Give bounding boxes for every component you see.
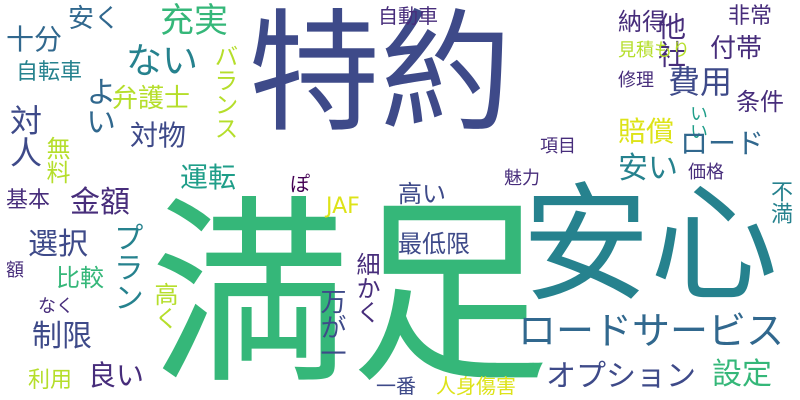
word-koumoku: 項目 bbox=[540, 136, 576, 157]
word-yasuku: 安く bbox=[68, 4, 121, 34]
word-jidousha: 自動車 bbox=[378, 4, 438, 28]
word-kingaku: 金額 bbox=[70, 185, 130, 220]
word-riyou: 利用 bbox=[28, 368, 73, 393]
word-bengoshi: 弁護士 bbox=[112, 84, 191, 114]
word-mitsumori: 見積もり bbox=[618, 40, 690, 61]
word-saiteigen: 最低限 bbox=[398, 230, 470, 258]
word-takai: 高い bbox=[398, 180, 446, 208]
word-yoi-2: 良い bbox=[88, 359, 145, 392]
word-shuuri: 修理 bbox=[618, 70, 654, 91]
word-road: ロード bbox=[680, 127, 765, 160]
word-baishou: 賠償 bbox=[618, 115, 675, 148]
word-settei: 設定 bbox=[712, 357, 772, 392]
word-plan: プラン bbox=[108, 222, 143, 312]
word-naku: なく bbox=[38, 296, 74, 317]
word-yoi: よい bbox=[80, 76, 115, 136]
word-futai: 付帯 bbox=[710, 34, 763, 64]
word-hiyou: 費用 bbox=[668, 63, 733, 101]
word-muryou: 無料 bbox=[42, 136, 70, 184]
word-road-service: ロードサービス bbox=[518, 309, 785, 353]
word-miryoku: 魅力 bbox=[504, 168, 540, 189]
word-jitensha: 自転車 bbox=[16, 60, 83, 85]
word-jaf: JAF bbox=[326, 194, 360, 219]
word-tokuyaku: 特約 bbox=[248, 0, 512, 151]
word-juubun: 十分 bbox=[6, 23, 63, 56]
word-taibutsu: 対物 bbox=[130, 119, 187, 152]
word-nattoku: 納得 bbox=[618, 8, 666, 36]
word-nai: ない bbox=[126, 41, 199, 82]
word-mangaichi: 万が一 bbox=[316, 288, 346, 366]
word-anshin: 安心 bbox=[522, 171, 779, 320]
word-sentaku: 選択 bbox=[28, 227, 88, 262]
word-balance: バランス bbox=[210, 44, 238, 140]
word-juujitsu: 充実 bbox=[160, 1, 228, 41]
word-jinshin-shougai: 人身傷害 bbox=[436, 374, 516, 398]
word-ii: いい bbox=[687, 104, 708, 140]
word-tasha: 他社 bbox=[654, 12, 687, 68]
word-gaku: 額 bbox=[6, 260, 24, 281]
word-option: オプション bbox=[546, 359, 696, 394]
word-manzoku: 満足 bbox=[150, 179, 551, 400]
word-jouken: 条件 bbox=[736, 88, 784, 116]
word-taijin: 対人 bbox=[5, 104, 43, 168]
word-kakaku: 価格 bbox=[688, 162, 724, 183]
word-seigen: 制限 bbox=[32, 319, 92, 354]
word-fuman: 不満 bbox=[767, 180, 792, 224]
word-hikaku: 比較 bbox=[56, 264, 104, 292]
word-unten: 運転 bbox=[180, 161, 237, 194]
word-komakaku: 細かく bbox=[352, 252, 380, 324]
word-ichiban: 一番 bbox=[376, 374, 416, 398]
word-kihon: 基本 bbox=[6, 188, 51, 213]
word-takaku: 高く bbox=[150, 282, 178, 330]
word-hijou: 非常 bbox=[728, 4, 773, 29]
word-yasui: 安い bbox=[618, 151, 678, 186]
word-po: ぽ bbox=[290, 172, 310, 196]
